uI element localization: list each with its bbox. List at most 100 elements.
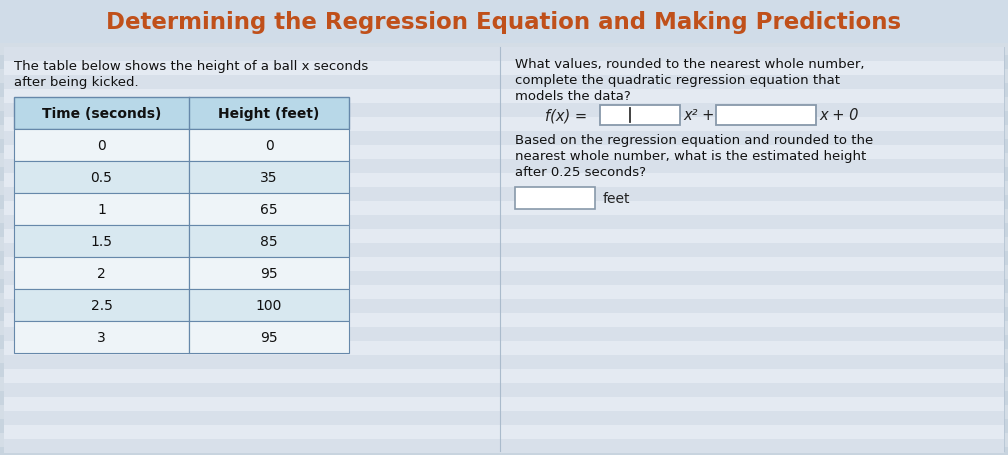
Text: Determining the Regression Equation and Making Predictions: Determining the Regression Equation and … [107,10,901,33]
FancyBboxPatch shape [0,279,1008,293]
FancyBboxPatch shape [190,258,349,289]
FancyBboxPatch shape [0,307,1008,321]
Text: What values, rounded to the nearest whole number,: What values, rounded to the nearest whol… [515,58,865,71]
FancyBboxPatch shape [190,321,349,353]
FancyBboxPatch shape [4,397,1004,411]
FancyBboxPatch shape [0,252,1008,265]
FancyBboxPatch shape [4,341,1004,355]
FancyBboxPatch shape [0,14,1008,28]
FancyBboxPatch shape [14,258,190,289]
FancyBboxPatch shape [0,321,1008,335]
FancyBboxPatch shape [4,439,1004,453]
Text: feet: feet [603,192,630,206]
Text: x + 0: x + 0 [818,108,859,123]
Text: 3: 3 [97,330,106,344]
FancyBboxPatch shape [0,98,1008,112]
Text: 2: 2 [97,267,106,280]
Text: 35: 35 [260,171,278,185]
Text: after 0.25 seconds?: after 0.25 seconds? [515,166,646,179]
FancyBboxPatch shape [14,321,190,353]
FancyBboxPatch shape [4,160,1004,174]
FancyBboxPatch shape [0,293,1008,307]
FancyBboxPatch shape [600,106,680,126]
FancyBboxPatch shape [4,118,1004,131]
FancyBboxPatch shape [190,130,349,162]
FancyBboxPatch shape [716,106,816,126]
Text: Based on the regression equation and rounded to the: Based on the regression equation and rou… [515,134,873,147]
Text: f(x) =: f(x) = [545,108,592,123]
FancyBboxPatch shape [0,182,1008,196]
FancyBboxPatch shape [4,131,1004,146]
FancyBboxPatch shape [14,162,190,193]
FancyBboxPatch shape [4,383,1004,397]
FancyBboxPatch shape [0,70,1008,84]
FancyBboxPatch shape [0,84,1008,98]
FancyBboxPatch shape [0,377,1008,391]
FancyBboxPatch shape [0,154,1008,167]
FancyBboxPatch shape [0,0,1008,14]
FancyBboxPatch shape [4,313,1004,327]
FancyBboxPatch shape [190,193,349,226]
FancyBboxPatch shape [0,265,1008,279]
Text: nearest whole number, what is the estimated height: nearest whole number, what is the estima… [515,150,866,162]
FancyBboxPatch shape [0,112,1008,126]
FancyBboxPatch shape [190,162,349,193]
FancyBboxPatch shape [4,411,1004,425]
Text: 1: 1 [97,202,106,217]
FancyBboxPatch shape [4,216,1004,229]
Text: 1.5: 1.5 [91,234,113,248]
FancyBboxPatch shape [4,327,1004,341]
FancyBboxPatch shape [14,193,190,226]
FancyBboxPatch shape [0,363,1008,377]
FancyBboxPatch shape [0,419,1008,433]
FancyBboxPatch shape [4,271,1004,285]
FancyBboxPatch shape [4,146,1004,160]
Text: after being kicked.: after being kicked. [14,76,139,89]
FancyBboxPatch shape [4,62,1004,76]
Text: 2.5: 2.5 [91,298,113,312]
FancyBboxPatch shape [515,187,595,210]
FancyBboxPatch shape [0,391,1008,405]
Text: 0: 0 [265,139,273,153]
FancyBboxPatch shape [4,229,1004,243]
FancyBboxPatch shape [0,238,1008,252]
FancyBboxPatch shape [4,369,1004,383]
FancyBboxPatch shape [190,226,349,258]
FancyBboxPatch shape [4,48,1004,62]
FancyBboxPatch shape [0,28,1008,42]
FancyBboxPatch shape [0,335,1008,349]
Text: 95: 95 [260,267,278,280]
FancyBboxPatch shape [4,202,1004,216]
FancyBboxPatch shape [4,187,1004,202]
Text: Time (seconds): Time (seconds) [41,107,161,121]
FancyBboxPatch shape [0,167,1008,182]
FancyBboxPatch shape [4,76,1004,90]
FancyBboxPatch shape [4,48,1004,451]
Text: 0.5: 0.5 [91,171,113,185]
Text: 0: 0 [97,139,106,153]
FancyBboxPatch shape [4,258,1004,271]
Text: x² +: x² + [683,108,715,123]
FancyBboxPatch shape [0,140,1008,154]
Text: The table below shows the height of a ball x seconds: The table below shows the height of a ba… [14,60,368,73]
FancyBboxPatch shape [0,0,1008,44]
FancyBboxPatch shape [14,130,190,162]
FancyBboxPatch shape [0,210,1008,223]
FancyBboxPatch shape [0,56,1008,70]
FancyBboxPatch shape [0,433,1008,447]
FancyBboxPatch shape [190,289,349,321]
FancyBboxPatch shape [4,104,1004,118]
FancyBboxPatch shape [4,285,1004,299]
Text: 95: 95 [260,330,278,344]
FancyBboxPatch shape [4,90,1004,104]
FancyBboxPatch shape [0,223,1008,238]
FancyBboxPatch shape [0,196,1008,210]
FancyBboxPatch shape [0,447,1008,455]
FancyBboxPatch shape [14,226,190,258]
Text: complete the quadratic regression equation that: complete the quadratic regression equati… [515,74,840,87]
Text: 65: 65 [260,202,278,217]
Text: models the data?: models the data? [515,90,631,103]
FancyBboxPatch shape [14,289,190,321]
FancyBboxPatch shape [4,243,1004,258]
Text: 85: 85 [260,234,278,248]
